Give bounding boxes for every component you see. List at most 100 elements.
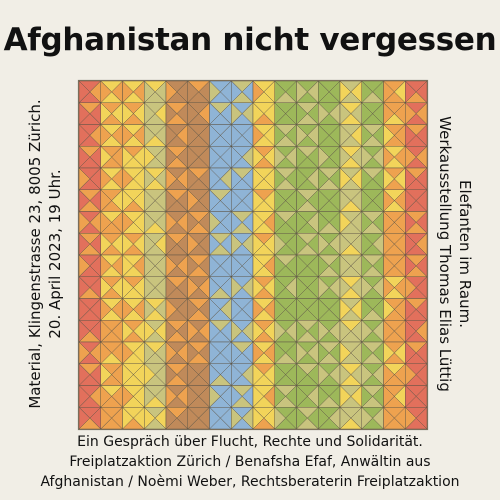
artwork-triangle: [100, 210, 112, 234]
artwork-triangle: [339, 406, 352, 429]
artwork-triangle: [187, 406, 199, 429]
artwork-triangle: [187, 102, 199, 126]
artwork-triangle: [383, 406, 395, 429]
footer-line-1: Ein Gespräch über Flucht, Rechte und Sol…: [77, 434, 423, 450]
artwork-triangle: [296, 254, 308, 278]
artwork-triangle: [231, 341, 243, 365]
artwork-triangle: [122, 363, 134, 387]
artwork-triangle: [231, 145, 243, 169]
artwork-triangle: [187, 341, 199, 365]
artwork-triangle: [252, 297, 265, 321]
artwork-triangle: [187, 384, 199, 408]
artwork-triangle: [100, 145, 112, 169]
artwork-triangle: [100, 384, 112, 408]
artwork-triangle: [252, 319, 265, 343]
artwork-triangle: [165, 297, 178, 321]
artwork-triangle: [144, 319, 156, 343]
artwork-triangle: [165, 189, 178, 213]
artwork-triangle: [231, 167, 243, 191]
artwork-triangle: [318, 81, 330, 104]
artwork-triangle: [100, 406, 112, 429]
artwork-triangle: [187, 81, 199, 104]
artwork-triangle: [383, 363, 395, 387]
artwork-triangle: [318, 406, 330, 429]
artwork-triangle: [187, 276, 199, 300]
artwork-triangle: [405, 384, 417, 408]
artwork-triangle: [144, 232, 156, 256]
artwork-triangle: [274, 102, 286, 126]
artwork-triangle: [361, 384, 373, 408]
artwork-triangle: [79, 385, 91, 408]
artwork-triangle: [339, 81, 352, 104]
artwork-triangle: [165, 102, 178, 126]
artwork-triangle: [187, 189, 199, 213]
artwork-triangle: [122, 123, 134, 147]
artwork-triangle: [383, 319, 395, 343]
artwork-triangle: [252, 81, 265, 104]
artwork-triangle: [209, 167, 221, 191]
artwork-triangle: [165, 167, 178, 191]
artwork-triangle: [361, 210, 373, 234]
artwork-triangle: [339, 363, 352, 387]
artwork-triangle: [209, 145, 221, 169]
artwork-triangle: [296, 297, 308, 321]
artwork-triangle: [252, 276, 265, 300]
artwork-triangle: [405, 406, 417, 429]
artwork-triangle: [209, 123, 221, 147]
artwork-triangle: [274, 254, 286, 278]
artwork-triangle: [144, 167, 156, 191]
event-details: Material, Klingenstrasse 23, 8005 Zürich…: [25, 99, 65, 408]
artwork-triangle: [100, 189, 112, 213]
artwork-triangle: [252, 102, 265, 126]
artwork-triangle: [318, 123, 330, 147]
artwork-triangle: [187, 254, 199, 278]
artwork-triangle: [79, 254, 91, 278]
artwork-triangle: [405, 210, 417, 234]
artwork-triangle: [296, 276, 308, 300]
artwork-triangle: [144, 81, 156, 104]
artwork-triangle: [209, 210, 221, 234]
artwork-triangle: [100, 232, 112, 256]
artwork-triangle: [296, 384, 308, 408]
artwork-triangle: [318, 232, 330, 256]
artwork-triangle: [144, 254, 156, 278]
artwork-triangle: [252, 232, 265, 256]
artwork-triangle: [274, 276, 286, 300]
artwork-triangle: [231, 189, 243, 213]
artwork-triangle: [144, 406, 156, 429]
artwork-triangle: [405, 102, 417, 126]
artwork-triangle: [252, 341, 265, 365]
artwork-triangle: [274, 384, 286, 408]
artwork-triangle: [405, 254, 417, 278]
artwork-triangle: [122, 145, 134, 169]
artwork-triangle: [296, 232, 308, 256]
artwork-triangle: [361, 406, 373, 429]
artwork-triangle: [339, 297, 352, 321]
artwork-triangle: [361, 319, 373, 343]
artwork-triangle: [100, 319, 112, 343]
artwork-triangle: [405, 276, 417, 300]
artwork-triangle: [405, 319, 417, 343]
artwork-triangle: [318, 254, 330, 278]
artwork-triangle: [100, 167, 112, 191]
artwork-triangle: [100, 123, 112, 147]
artwork-triangle: [383, 384, 395, 408]
artwork-triangle: [296, 210, 308, 234]
artwork-triangle: [252, 167, 265, 191]
artwork-triangle: [405, 81, 417, 104]
artwork-triangle: [144, 189, 156, 213]
artwork-triangle: [318, 189, 330, 213]
artwork-triangle: [383, 297, 395, 321]
artwork-triangle: [405, 189, 417, 213]
artwork-grid: [78, 80, 428, 430]
artwork-triangle: [405, 123, 417, 147]
artwork-triangle: [318, 102, 330, 126]
artwork-triangle: [383, 210, 395, 234]
artwork-triangle: [100, 341, 112, 365]
artwork-triangle: [318, 384, 330, 408]
artwork-triangle: [100, 102, 112, 126]
artwork-triangle: [209, 254, 221, 278]
artwork-triangle: [231, 232, 243, 256]
artwork-triangle: [361, 254, 373, 278]
